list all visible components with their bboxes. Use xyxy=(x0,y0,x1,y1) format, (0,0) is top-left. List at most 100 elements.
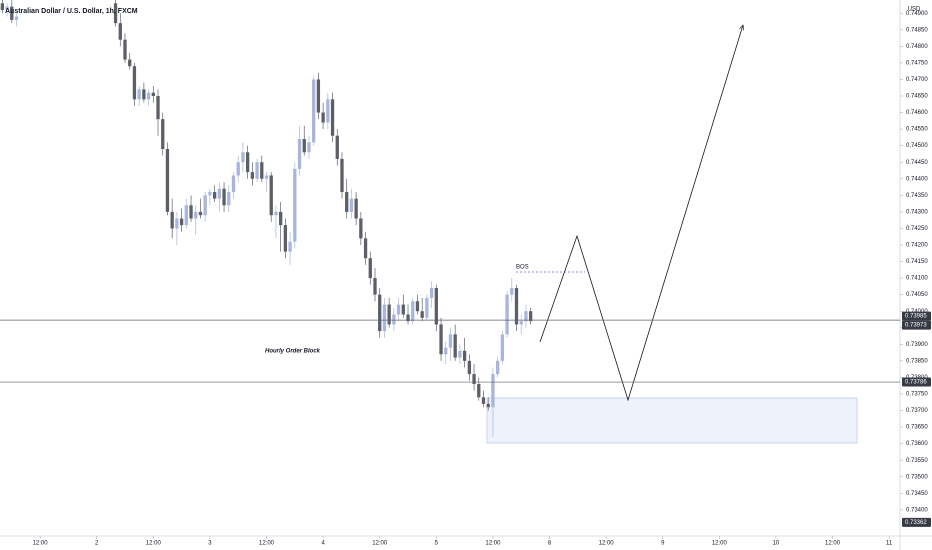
candle-body xyxy=(411,301,415,322)
x-tick-label: 12:00 xyxy=(259,541,275,547)
candle-body xyxy=(14,16,19,20)
candle-body xyxy=(274,211,278,216)
candle-body xyxy=(146,92,151,100)
plot-area xyxy=(0,0,858,444)
y-tick-label: 0.73900 xyxy=(906,342,928,348)
candle-body xyxy=(453,334,457,358)
y-tick-label: 0.74400 xyxy=(906,176,928,182)
y-tick-label: 0.73600 xyxy=(906,441,928,447)
candle-body xyxy=(231,175,236,193)
candle-body xyxy=(208,192,212,196)
candle-body xyxy=(269,175,273,216)
candle-body xyxy=(359,218,363,239)
candle-body xyxy=(340,158,344,193)
price-label: 0.73973 xyxy=(905,323,927,329)
price-label-box xyxy=(902,311,931,321)
price-label: 0.73362 xyxy=(905,520,927,526)
currency-label: USD xyxy=(908,7,921,13)
candle-body xyxy=(293,168,297,242)
candle-body xyxy=(326,99,330,123)
candle-body xyxy=(302,139,306,153)
x-tick-label: 12:00 xyxy=(33,541,49,547)
candle-body xyxy=(373,278,377,295)
candle-body xyxy=(500,334,505,361)
candle-body xyxy=(382,304,387,332)
candle-body xyxy=(434,288,438,325)
bos-label: BOS xyxy=(516,265,529,271)
candle-body xyxy=(227,192,231,206)
candle-body xyxy=(524,311,528,322)
y-tick-label: 0.74550 xyxy=(906,127,928,133)
x-tick-label: 12:00 xyxy=(146,541,162,547)
candle-body xyxy=(316,79,321,113)
candle-body xyxy=(255,162,259,179)
candle-body xyxy=(307,142,311,153)
candle-body xyxy=(113,3,118,24)
candle-body xyxy=(151,92,155,97)
candle-body xyxy=(406,314,410,322)
candle-body xyxy=(505,294,509,335)
candle-body xyxy=(137,89,141,100)
candle-body xyxy=(481,397,486,404)
y-tick-label: 0.74300 xyxy=(906,209,928,215)
x-tick-label: 12:00 xyxy=(372,541,388,547)
x-tick-label: 10 xyxy=(773,541,780,547)
candle-body xyxy=(217,188,221,199)
x-tick-label: 4 xyxy=(321,541,325,547)
x-tick-label: 12:00 xyxy=(825,541,841,547)
y-tick-label: 0.73750 xyxy=(906,392,928,398)
candle-body xyxy=(335,135,339,159)
candle-body xyxy=(510,288,514,295)
candle-body xyxy=(420,311,424,318)
candle-body xyxy=(354,198,358,219)
candle-body xyxy=(495,360,500,375)
y-tick-label: 0.74050 xyxy=(906,292,928,298)
x-tick-label: 11 xyxy=(886,541,893,547)
price-label-box xyxy=(902,377,931,387)
x-tick-label: 2 xyxy=(95,541,99,547)
candle-body xyxy=(425,297,429,318)
x-tick-label: 3 xyxy=(208,541,212,547)
candle-body xyxy=(514,288,519,325)
y-tick-label: 0.74150 xyxy=(906,259,928,265)
y-tick-label: 0.73700 xyxy=(906,408,928,414)
y-tick-label: 0.74500 xyxy=(906,143,928,149)
candle-body xyxy=(279,211,283,226)
x-tick-label: 12:00 xyxy=(599,541,615,547)
projection-path xyxy=(539,25,743,402)
candle-body xyxy=(245,152,250,173)
price-label-box xyxy=(902,320,931,330)
candle-body xyxy=(519,321,523,325)
y-tick-label: 0.74100 xyxy=(906,276,928,282)
y-tick-label: 0.74850 xyxy=(906,27,928,33)
x-tick-label: 5 xyxy=(435,541,439,547)
candle-body xyxy=(165,148,170,212)
candle-body xyxy=(123,39,127,60)
candle-body xyxy=(132,66,137,100)
y-tick-label: 0.74250 xyxy=(906,226,928,232)
price-label-box xyxy=(902,517,931,527)
candle-body xyxy=(260,162,264,179)
y-tick-label: 0.73550 xyxy=(906,458,928,464)
candle-body xyxy=(170,211,174,229)
y-tick-label: 0.73450 xyxy=(906,491,928,497)
candle-body xyxy=(189,205,193,219)
candle-body xyxy=(387,304,391,325)
candle-body xyxy=(312,79,316,143)
candle-body xyxy=(529,311,533,322)
candle-body xyxy=(118,23,122,40)
candle-body xyxy=(472,374,476,385)
chart-title: Australian Dollar / U.S. Dollar, 1h, FXC… xyxy=(5,8,138,15)
candle-body xyxy=(368,258,372,279)
x-tick-label: 12:00 xyxy=(712,541,728,547)
candle-body xyxy=(429,288,434,298)
price-label: 0.73786 xyxy=(905,380,927,386)
candle-body xyxy=(462,350,467,361)
y-tick-label: 0.73850 xyxy=(906,358,928,364)
y-tick-label: 0.73500 xyxy=(906,474,928,480)
candle-body xyxy=(250,172,255,179)
candle-body xyxy=(184,205,188,226)
y-tick-label: 0.73400 xyxy=(906,507,928,513)
candle-body xyxy=(378,294,382,332)
